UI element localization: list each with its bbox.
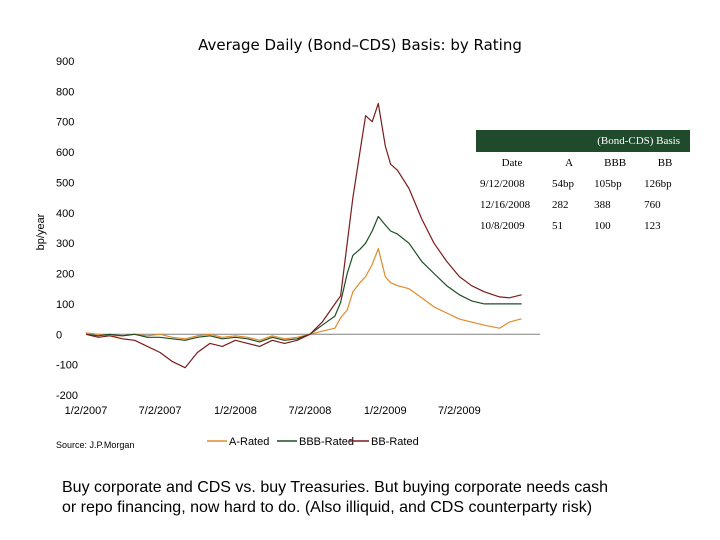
column-header-bb: BB bbox=[657, 156, 673, 169]
table-cell: 9/12/2008 bbox=[480, 177, 525, 190]
chart-title: Average Daily (Bond–CDS) Basis: by Ratin… bbox=[198, 36, 522, 54]
caption-line-2: or repo financing, now hard to do. (Also… bbox=[62, 499, 593, 516]
table-cell: 12/16/2008 bbox=[480, 198, 531, 211]
legend: A-Rated BBB-Rated BB-Rated bbox=[207, 436, 419, 448]
y-tick-label: 0 bbox=[56, 329, 62, 341]
table-header: (Bond-CDS) Basis bbox=[476, 130, 690, 152]
y-tick-label: 500 bbox=[56, 177, 74, 189]
table-cell: 388 bbox=[594, 198, 611, 211]
table-cell: 10/8/2009 bbox=[480, 219, 525, 232]
y-tick-label: 100 bbox=[56, 299, 74, 311]
series-lines bbox=[85, 102, 522, 369]
x-tick-label: 1/2/2009 bbox=[364, 405, 407, 417]
legend-entry: BBB-Rated bbox=[299, 436, 354, 448]
series-line-a-rated bbox=[85, 248, 522, 341]
y-tick-label: 300 bbox=[56, 238, 74, 250]
series-line-bb-rated bbox=[85, 102, 522, 369]
table-cell: 760 bbox=[644, 198, 661, 211]
x-tick-label: 7/2/2007 bbox=[139, 405, 182, 417]
column-header-a: A bbox=[565, 156, 574, 169]
legend-entry: BB-Rated bbox=[371, 436, 419, 448]
x-axis: 1/2/2007 7/2/2007 1/2/2008 7/2/2008 1/2/2009… bbox=[65, 333, 540, 417]
table-cell: 123 bbox=[644, 219, 661, 232]
y-tick-label: 600 bbox=[56, 147, 74, 159]
table-cell: 126bp bbox=[644, 177, 672, 190]
y-tick-label: 200 bbox=[56, 269, 74, 281]
legend-entry: A-Rated bbox=[229, 436, 269, 448]
x-tick-label: 7/2/2009 bbox=[438, 405, 481, 417]
y-tick-label: 400 bbox=[56, 208, 74, 220]
y-axis-label: bp/year bbox=[35, 213, 47, 250]
column-header-bbb: BBB bbox=[604, 156, 627, 169]
table-cell: 54bp bbox=[552, 177, 574, 190]
y-tick-label: 800 bbox=[56, 86, 74, 98]
slide-caption: Buy corporate and CDS vs. buy Treasuries… bbox=[62, 478, 702, 518]
y-tick-label: -200 bbox=[56, 390, 78, 402]
caption-line-1: Buy corporate and CDS vs. buy Treasuries… bbox=[62, 479, 609, 496]
x-tick-label: 1/2/2008 bbox=[214, 405, 257, 417]
table-row: 10/8/2009 51 100 123 bbox=[476, 215, 690, 236]
y-tick-label: 700 bbox=[56, 117, 74, 129]
column-header-date: Date bbox=[501, 156, 523, 169]
y-tick-label: 900 bbox=[56, 56, 74, 68]
table-row: 9/12/2008 54bp 105bp 126bp bbox=[476, 173, 690, 194]
y-tick-label: -100 bbox=[56, 360, 78, 372]
x-tick-label: 7/2/2008 bbox=[289, 405, 332, 417]
table-cell: 100 bbox=[594, 219, 611, 232]
table-column-headers: Date A BBB BB bbox=[476, 152, 690, 173]
basis-table: (Bond-CDS) Basis Date A BBB BB 9/12/2008… bbox=[476, 130, 690, 236]
series-line-bbb-rated bbox=[85, 215, 522, 343]
y-axis: 900 800 700 600 500 400 300 200 100 0 -100 -200 bbox=[56, 56, 78, 402]
source-note: Source: J.P.Morgan bbox=[56, 440, 134, 450]
x-tick-label: 1/2/2007 bbox=[65, 405, 108, 417]
table-cell: 105bp bbox=[594, 177, 622, 190]
table-row: 12/16/2008 282 388 760 bbox=[476, 194, 690, 215]
table-cell: 51 bbox=[552, 219, 563, 232]
table-cell: 282 bbox=[552, 198, 569, 211]
